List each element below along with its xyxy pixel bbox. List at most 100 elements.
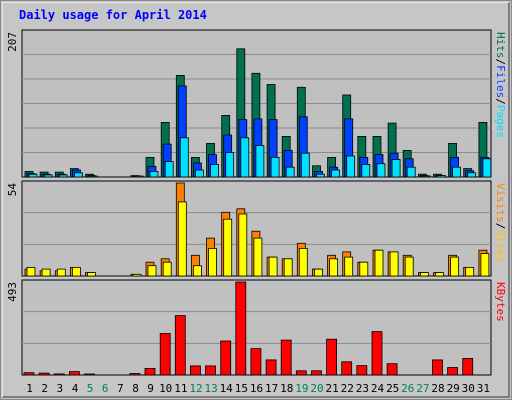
x-tick-label-day-7: 7 — [117, 382, 124, 395]
kbytes-bar-kbytes-day-28 — [432, 359, 443, 376]
hits-files-pages-bar-pages-day-26 — [406, 166, 416, 178]
x-tick-label-day-6: 6 — [102, 382, 109, 395]
x-tick-label-day-16: 16 — [250, 382, 263, 395]
hits-files-pages-bar-pages-day-25 — [391, 159, 401, 178]
hits-files-pages-bar-pages-day-17 — [270, 156, 280, 178]
kbytes-bar-kbytes-day-18 — [280, 339, 292, 376]
x-tick-label-day-15: 15 — [235, 382, 248, 395]
kbytes-bar-kbytes-day-8 — [129, 373, 141, 376]
hits-files-pages-bar-pages-day-31 — [482, 158, 492, 178]
chart-title: Daily usage for April 2014 — [19, 8, 207, 22]
hits-files-pages-bar-pages-day-21 — [331, 169, 341, 178]
kbytes-bar-kbytes-day-10 — [159, 333, 171, 376]
x-tick-label-day-21: 21 — [325, 382, 338, 395]
visits-sites-bar-sites-day-23 — [359, 261, 369, 277]
x-tick-label-day-22: 22 — [341, 382, 354, 395]
x-tick-label-day-24: 24 — [371, 382, 385, 395]
x-tick-label-day-20: 20 — [310, 382, 323, 395]
kbytes-legend: KBytes — [494, 282, 507, 322]
hits-files-pages-bar-pages-day-9 — [149, 170, 159, 178]
visits-sites-bar-sites-day-5 — [87, 272, 96, 277]
visits-sites-bar-sites-day-16 — [253, 237, 263, 277]
visits-sites-bar-sites-day-12 — [192, 265, 202, 277]
hits-files-pages-bar-pages-day-1 — [28, 173, 38, 178]
visits-sites-bar-sites-day-28 — [435, 272, 444, 277]
hits-files-pages-bar-pages-day-8 — [134, 175, 144, 178]
visits-sites-bar-sites-day-9 — [147, 265, 157, 277]
x-tick-label-day-18: 18 — [280, 382, 293, 395]
visits-sites-bar-sites-day-10 — [162, 261, 172, 277]
x-tick-label-day-9: 9 — [147, 382, 154, 395]
kbytes-bar-kbytes-day-4 — [69, 371, 80, 376]
hits-files-pages-bar-pages-day-18 — [285, 166, 295, 178]
x-tick-label-day-25: 25 — [386, 382, 399, 395]
visits-sites-bar-sites-day-13 — [208, 247, 217, 277]
kbytes-bar-kbytes-day-14 — [220, 340, 232, 376]
kbytes-bar-kbytes-day-1 — [23, 372, 35, 376]
legend-entry: KBytes — [494, 282, 507, 322]
kbytes-bar-kbytes-day-5 — [84, 373, 95, 376]
x-tick-label-day-10: 10 — [159, 382, 172, 395]
legend-entry: Sites — [494, 229, 507, 262]
visits-sites-bar-sites-day-11 — [177, 201, 187, 277]
hits-files-pages-bar-pages-day-13 — [210, 163, 219, 178]
hits-files-pages-legend: Hits/Files/Pages — [494, 32, 507, 138]
visits-sites-bar-sites-day-25 — [389, 251, 399, 277]
kbytes-bar-kbytes-day-24 — [371, 331, 383, 376]
x-tick-label-day-26: 26 — [401, 382, 414, 395]
kbytes-bar-kbytes-day-20 — [311, 370, 322, 376]
legend-entry: / — [494, 98, 507, 105]
legend-entry: Visits — [494, 183, 507, 223]
visits-sites-bar-sites-day-18 — [283, 258, 293, 277]
hits-files-pages-bar-pages-day-22 — [346, 155, 356, 178]
hits-files-pages-bar-pages-day-16 — [255, 145, 265, 178]
hits-files-pages-bar-pages-day-11 — [179, 137, 189, 178]
kbytes-bar-kbytes-day-12 — [189, 365, 201, 376]
visits-sites-bar-sites-day-26 — [404, 256, 414, 277]
visits-sites-bar-sites-day-20 — [314, 268, 323, 277]
legend-entry: Hits — [494, 32, 507, 59]
hits-files-pages-bar-pages-day-5 — [89, 175, 98, 178]
legend-entry: / — [494, 59, 507, 66]
visits-sites-bar-sites-day-2 — [41, 268, 51, 277]
visits-sites-bar-sites-day-4 — [72, 266, 81, 277]
kbytes-bar-kbytes-day-21 — [326, 338, 338, 376]
legend-entry: / — [494, 223, 507, 230]
hits-files-pages-bar-pages-day-24 — [376, 163, 386, 178]
visits-sites-bar-sites-day-24 — [374, 249, 384, 277]
visits-sites-ymax-label: 54 — [6, 183, 19, 197]
hits-files-pages-bar-pages-day-4 — [74, 172, 83, 178]
visits-sites-bar-sites-day-8 — [132, 273, 142, 277]
visits-sites-bar-sites-day-31 — [480, 253, 490, 277]
visits-sites-bar-sites-day-1 — [26, 266, 36, 277]
x-tick-label-day-23: 23 — [356, 382, 369, 395]
legend-entry: Files — [494, 65, 507, 98]
x-tick-label-day-17: 17 — [265, 382, 278, 395]
visits-sites-bar-sites-day-27 — [419, 272, 429, 277]
kbytes-bar-kbytes-day-11 — [174, 315, 186, 376]
visits-sites-bar-sites-day-19 — [298, 247, 308, 277]
x-tick-label-day-8: 8 — [132, 382, 139, 395]
hits-files-pages-bar-pages-day-28 — [437, 175, 446, 178]
kbytes-bar-kbytes-day-29 — [447, 367, 459, 376]
hits-files-pages-bar-pages-day-20 — [316, 173, 325, 178]
hits-files-pages-ymax-label: 207 — [6, 32, 19, 52]
hits-files-pages-bar-pages-day-27 — [421, 175, 431, 178]
x-tick-label-day-30: 30 — [462, 382, 475, 395]
x-tick-label-day-4: 4 — [72, 382, 79, 395]
hits-files-pages-bar-pages-day-19 — [300, 152, 310, 178]
hits-files-pages-bar-pages-day-12 — [194, 169, 204, 178]
hits-files-pages-bar-pages-day-15 — [240, 137, 250, 178]
kbytes-bar-kbytes-day-23 — [356, 365, 368, 376]
kbytes-bar-kbytes-day-17 — [265, 359, 277, 376]
hits-files-pages-bar-pages-day-2 — [43, 174, 53, 178]
x-tick-label-day-29: 29 — [447, 382, 460, 395]
x-tick-label-day-11: 11 — [174, 382, 187, 395]
kbytes-bar-kbytes-day-22 — [341, 361, 353, 376]
x-tick-label-day-31: 31 — [477, 382, 490, 395]
hits-files-pages-bar-pages-day-3 — [58, 174, 68, 178]
x-tick-label-day-27: 27 — [416, 382, 429, 395]
x-tick-label-day-2: 2 — [41, 382, 48, 395]
x-tick-label-day-5: 5 — [87, 382, 94, 395]
